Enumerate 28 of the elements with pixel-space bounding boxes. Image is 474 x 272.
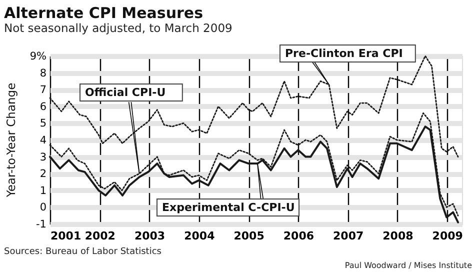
x-tick-label: 2006 [283, 230, 314, 242]
x-tick-label: 2009 [432, 230, 463, 242]
y-axis-title: Year-to-Year Change [4, 82, 18, 198]
chart-title: Alternate CPI Measures [4, 4, 204, 22]
x-tick-label: 2003 [134, 230, 166, 242]
text: Experimental C-CPI-U [162, 201, 295, 214]
y-tick-label: 6 [40, 100, 47, 113]
y-tick-label: -1 [36, 218, 46, 230]
y-tick-label: 4 [40, 134, 47, 146]
y-tick-label: 2 [40, 168, 46, 180]
x-tick-label: 2002 [84, 230, 116, 242]
chart-subtitle: Not seasonally adjusted, to March 2009 [4, 21, 232, 35]
y-tick-label: 0 [40, 202, 46, 214]
y-tick-label: 9% [30, 50, 47, 62]
text: Official CPI-U [85, 86, 166, 99]
y-tick-label: 1 [40, 184, 46, 197]
y-tick-label: 5 [40, 118, 46, 130]
text: Paul Woodward / Mises Institute [344, 261, 472, 270]
series-label: Pre-Clinton Era CPI [285, 47, 403, 60]
source-note: Sources: Bureau of Labor Statistics [4, 247, 162, 257]
x-tick-label: 2005 [234, 230, 264, 242]
y-tick-label: 3 [40, 151, 46, 164]
x-tick-label: 2001 [50, 230, 82, 242]
y-tick-label: 8 [40, 67, 46, 80]
y-tick-label: 7 [40, 84, 46, 96]
x-tick-label: 2007 [333, 230, 364, 242]
x-tick-label: 2008 [382, 230, 414, 242]
x-tick-label: 2004 [184, 230, 216, 242]
